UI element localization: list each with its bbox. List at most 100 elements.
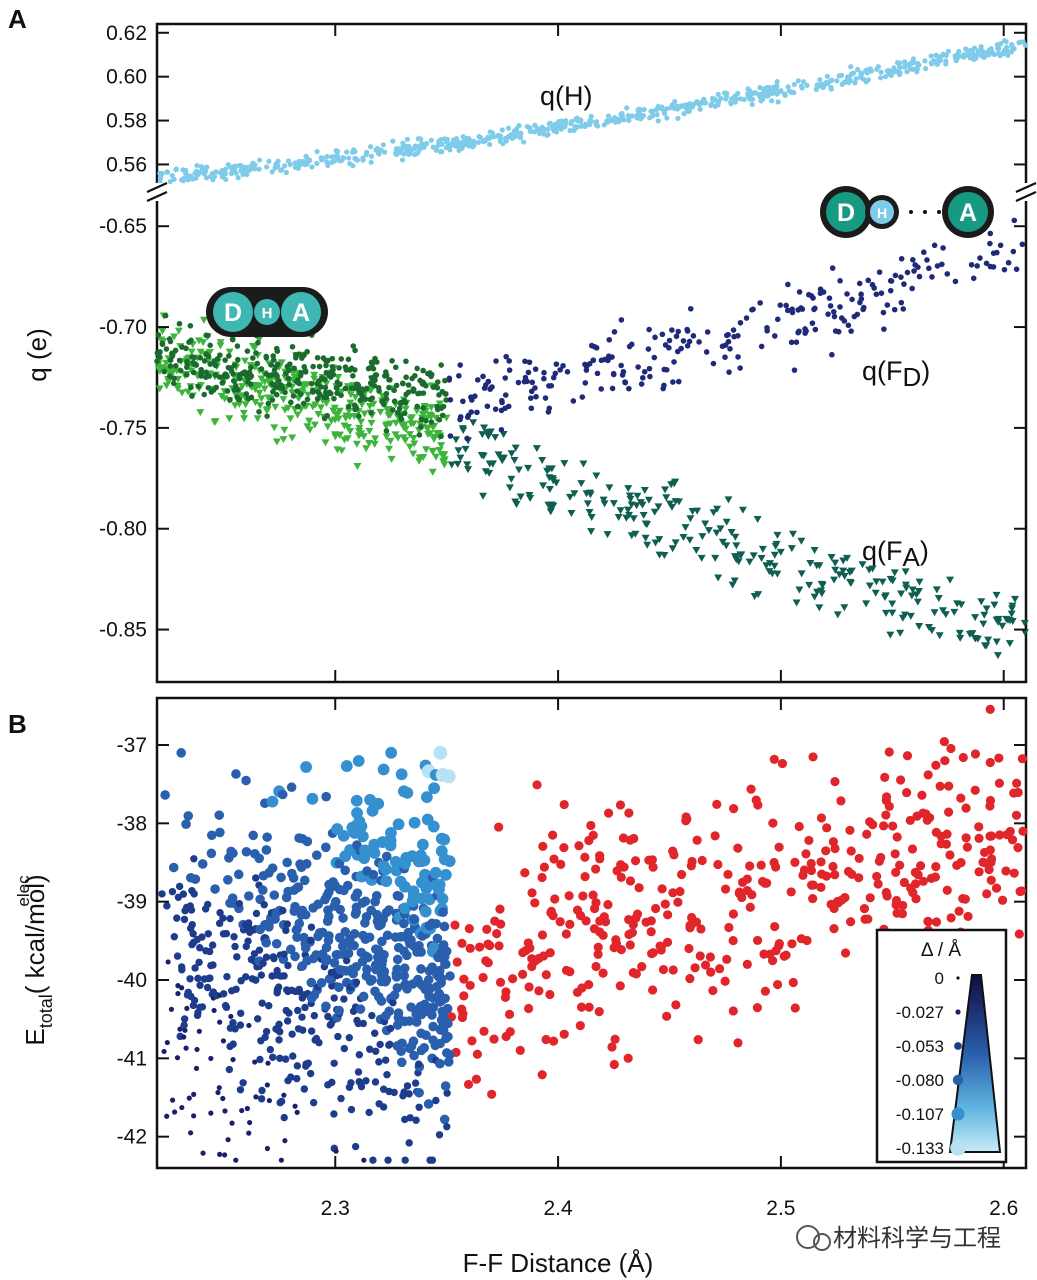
qh-point [406,143,412,150]
qfd-point [420,367,426,374]
red-point [902,751,913,761]
panel-b-frame [155,696,1028,1170]
blue-point [321,791,331,802]
blue-point [338,913,348,923]
blue-point [333,1148,339,1154]
qfa-point [365,439,374,447]
qfd-point [645,346,652,352]
qfd-point [891,306,898,313]
blue-point [307,923,316,931]
red-point [729,804,739,814]
qfa-point [387,455,396,463]
blue-point [368,869,379,880]
qh-point [681,111,687,117]
blue-point [330,994,338,1002]
qh-point [774,88,780,94]
watermark-text: 材料科学与工程 [833,1225,1001,1252]
red-point [892,832,902,842]
qfd-point [330,371,337,378]
qfa-point [353,462,362,470]
qfa-point [432,414,441,422]
red-point [599,912,609,922]
qh-point [655,118,661,124]
qh-point [428,137,434,143]
blue-point [321,842,331,853]
qh-point [438,137,444,143]
red-point [786,887,796,897]
red-point [518,969,528,979]
blue-point [264,1145,271,1152]
blue-point [389,998,397,1007]
blue-point [255,946,264,954]
qfa-point [787,545,796,553]
qfd-point [293,351,299,358]
qh-point [664,115,670,121]
blue-point [445,1049,455,1060]
red-point [555,917,565,927]
qfa-point [577,480,586,488]
qfa-point [250,344,259,352]
red-point [565,919,575,929]
blue-point [385,746,398,759]
qh-point [914,60,921,66]
qfa-point [458,425,467,433]
qfa-point [765,560,774,568]
qfd-point [1001,266,1008,273]
qfd-point [265,400,272,407]
blue-point [236,1021,245,1029]
red-point [490,916,500,926]
red-point [961,833,971,843]
qfa-point [415,454,424,462]
qfd-point [425,370,431,377]
qfa-point [757,555,766,563]
red-point [691,917,702,927]
legend-title: Δ / Å [921,940,961,961]
x-tick-label: 2.3 [321,1197,350,1220]
red-point [742,959,752,970]
qfa-point [256,402,265,410]
qfa-point [587,513,596,521]
blue-point [225,1065,234,1074]
qh-point [556,119,562,125]
qh-point [475,139,482,145]
blue-point [205,947,214,956]
qfa-point [792,599,801,607]
qfa-point [697,554,706,562]
qfd-point [390,407,396,413]
blue-point [184,1005,190,1011]
blue-point [293,1062,302,1070]
qfd-point [591,343,598,350]
blue-point [398,918,409,929]
red-point [753,800,763,810]
qfa-point [982,642,991,650]
red-point [478,972,488,983]
qh-point [568,120,574,127]
qfd-point [405,382,412,388]
qfd-point [227,396,233,403]
blue-point [347,1105,356,1114]
qh-point [1017,39,1024,45]
qfa-point [277,359,286,367]
qfa-point [435,447,444,455]
qfd-point [994,249,1000,256]
qfd-point [345,403,352,410]
qh-point [238,162,244,169]
red-point [974,867,984,877]
qfd-point [376,388,382,394]
qfd-point [438,433,444,440]
red-point [794,821,804,832]
qh-point [943,61,949,67]
qfd-point [722,354,728,360]
blue-point [172,1109,178,1115]
red-point [548,911,558,921]
qh-point [654,112,660,118]
qh-point [304,155,310,161]
blue-point [402,950,412,961]
qfa-point [585,508,594,516]
blue-point [190,890,198,898]
qfa-point [195,337,204,345]
qfa-point [270,424,279,432]
svg-text:D: D [837,199,855,227]
qh-point [844,77,850,83]
qfa-point [831,559,840,567]
